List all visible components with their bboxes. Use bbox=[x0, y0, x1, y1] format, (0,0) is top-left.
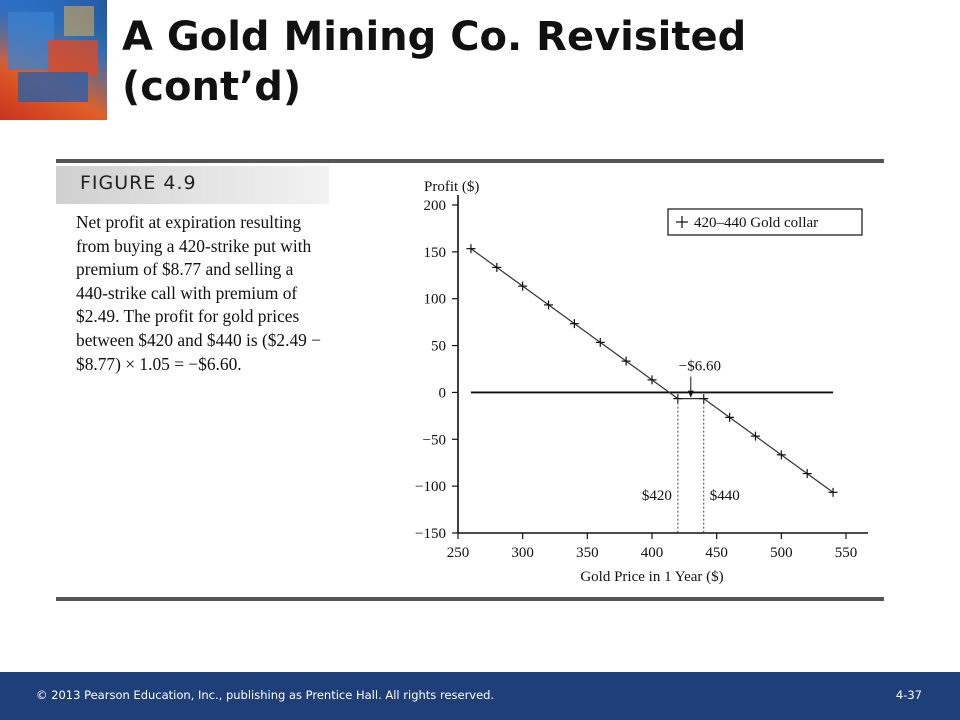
series-point bbox=[750, 431, 760, 441]
series-markers bbox=[466, 244, 838, 497]
annotation-label: $420 bbox=[642, 488, 672, 504]
series-point bbox=[569, 319, 579, 329]
series-point bbox=[518, 281, 528, 291]
slide-title-line-1: A Gold Mining Co. Revisited bbox=[122, 14, 747, 60]
series-point bbox=[802, 469, 812, 479]
bottom-rule bbox=[56, 597, 884, 601]
figure-label: FIGURE 4.9 bbox=[80, 172, 197, 194]
x-axis-label: Gold Price in 1 Year ($) bbox=[580, 569, 723, 585]
y-tick-label: −100 bbox=[415, 479, 446, 495]
figure-label-bar bbox=[56, 166, 329, 204]
slide-logo-image bbox=[0, 0, 107, 120]
x-tick-label: 450 bbox=[705, 545, 728, 561]
x-tick-label: 300 bbox=[511, 545, 534, 561]
series-point bbox=[828, 487, 838, 497]
x-tick-label: 400 bbox=[641, 545, 664, 561]
legend-entry: 420–440 Gold collar bbox=[694, 215, 818, 231]
y-tick-label: 50 bbox=[431, 339, 446, 355]
chart-legend: 420–440 Gold collar bbox=[667, 208, 863, 236]
top-rule bbox=[56, 159, 884, 163]
annotation-label: $440 bbox=[710, 488, 740, 504]
y-tick-label: 200 bbox=[424, 198, 447, 214]
legend-box bbox=[667, 208, 863, 236]
y-tick-label: −150 bbox=[415, 526, 446, 542]
footer-bar: © 2013 Pearson Education, Inc., publishi… bbox=[0, 672, 960, 720]
series-point bbox=[492, 262, 502, 272]
chart-annotations: −$6.60 $420 $440 bbox=[642, 359, 740, 533]
series-point bbox=[647, 375, 657, 385]
x-tick-label: 550 bbox=[835, 545, 858, 561]
figure-caption: Net profit at expiration resulting from … bbox=[76, 212, 322, 374]
series-point bbox=[621, 356, 631, 366]
footer-copyright: © 2013 Pearson Education, Inc., publishi… bbox=[36, 688, 495, 702]
chart-axes bbox=[457, 195, 868, 534]
annotation-arrow-head bbox=[687, 390, 694, 398]
slide-title: A Gold Mining Co. Revisited (cont’d) bbox=[122, 12, 942, 112]
series-point bbox=[544, 300, 554, 310]
x-tick-label: 500 bbox=[770, 545, 793, 561]
series-line bbox=[470, 248, 834, 493]
annotation-label: −$6.60 bbox=[679, 359, 721, 375]
slide-title-line-2: (cont’d) bbox=[122, 64, 302, 110]
y-axis-label: Profit ($) bbox=[424, 179, 479, 195]
y-tick-label: −50 bbox=[423, 432, 446, 448]
x-tick-label: 350 bbox=[576, 545, 599, 561]
series-point bbox=[595, 337, 605, 347]
x-tick-label: 250 bbox=[447, 545, 470, 561]
y-tick-label: 100 bbox=[424, 292, 447, 308]
footer-page-number: 4-37 bbox=[895, 688, 922, 702]
series-point bbox=[466, 244, 476, 254]
y-tick-label: 0 bbox=[439, 385, 447, 401]
series-point bbox=[725, 412, 735, 422]
series-point bbox=[776, 450, 786, 460]
y-tick-label: 150 bbox=[424, 245, 447, 261]
